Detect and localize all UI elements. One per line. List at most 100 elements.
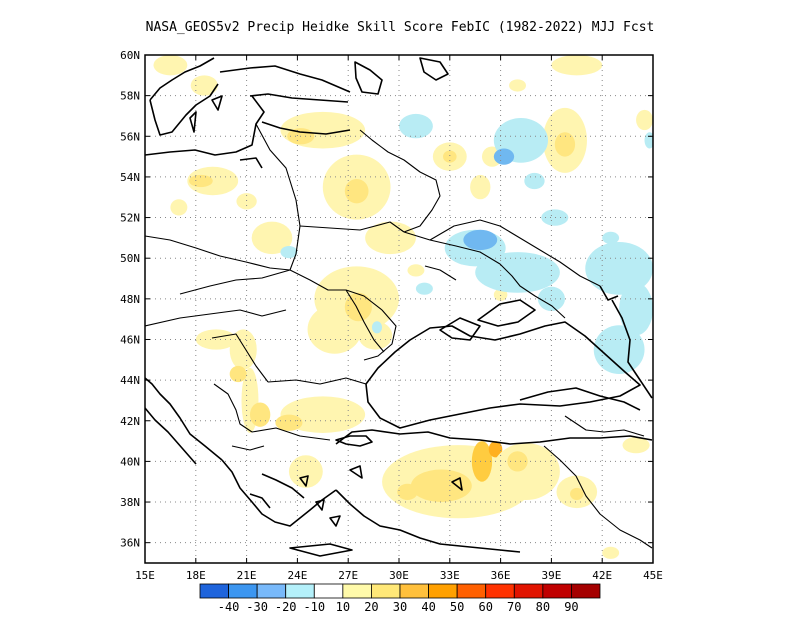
colorbar-label: -40 [218, 600, 240, 614]
y-tick-label: 56N [120, 130, 140, 143]
y-tick-label: 60N [120, 49, 140, 62]
colorbar-label: 40 [421, 600, 435, 614]
x-tick-label: 36E [491, 569, 511, 582]
colorbar-label: 80 [536, 600, 550, 614]
colorbar-label: -10 [303, 600, 325, 614]
skill-score-patch [443, 150, 457, 163]
skill-score-patch [509, 79, 526, 92]
skill-score-patch [470, 174, 491, 200]
skill-score-patch [229, 365, 247, 383]
skill-score-patch [524, 172, 545, 190]
colorbar-swatch [228, 583, 258, 599]
skill-score-patch [602, 231, 620, 244]
skill-score-patch [251, 221, 293, 255]
skill-score-patch [371, 321, 383, 334]
colorbar-swatch [456, 583, 487, 599]
skill-score-patch [275, 414, 303, 431]
x-tick-label: 39E [541, 569, 561, 582]
colorbar-label: 90 [564, 600, 578, 614]
colorbar-swatch [513, 583, 544, 599]
x-tick-label: 24E [287, 569, 307, 582]
colorbar-label: 10 [336, 600, 350, 614]
skill-score-patch [554, 132, 576, 157]
skill-score-patch [358, 321, 393, 350]
skill-score-patch [397, 483, 418, 501]
y-tick-label: 52N [120, 212, 140, 225]
skill-score-patch [475, 252, 560, 293]
colorbar-label: 20 [364, 600, 378, 614]
skill-score-patch [195, 329, 237, 350]
colorbar-label: -20 [275, 600, 297, 614]
skill-score-patch [593, 325, 645, 375]
y-tick-label: 38N [120, 496, 140, 509]
skill-score-patch [636, 109, 653, 131]
skill-score-patch [190, 75, 218, 96]
colorbar-swatch [313, 583, 344, 599]
y-tick-label: 36N [120, 537, 140, 550]
colorbar-label: 60 [478, 600, 492, 614]
colorbar-swatch [571, 583, 601, 599]
skill-score-patch [463, 229, 498, 251]
skill-score-patch [344, 178, 369, 204]
colorbar-swatch [285, 583, 315, 599]
colorbar-label: 50 [450, 600, 464, 614]
skill-score-patch [537, 286, 565, 312]
x-tick-label: 33E [440, 569, 460, 582]
y-tick-label: 46N [120, 333, 140, 346]
skill-score-patch [410, 469, 472, 503]
colorbar: -40 -30 -20 -10 10 20 30 40 50 60 70 80 90 [199, 583, 601, 614]
colorbar-swatch [542, 583, 572, 599]
skill-score-patch [170, 199, 188, 216]
colorbar-swatch [342, 583, 372, 599]
skill-score-field [153, 55, 653, 559]
x-tick-label: 30E [389, 569, 409, 582]
skill-score-patch [399, 113, 433, 139]
skill-score-patch [570, 487, 584, 501]
skill-score-patch [471, 441, 493, 482]
y-tick-label: 58N [120, 90, 140, 103]
skill-score-patch [189, 174, 213, 188]
skill-score-patch [493, 148, 515, 165]
skill-score-patch [619, 282, 653, 336]
colorbar-swatch [371, 583, 401, 599]
skill-score-patch [493, 288, 508, 301]
y-tick-label: 40N [120, 455, 140, 468]
y-tick-label: 42N [120, 415, 140, 428]
y-tick-label: 48N [120, 293, 140, 306]
colorbar-swatch [199, 583, 229, 599]
skill-score-patch [415, 282, 433, 295]
x-tick-label: 27E [338, 569, 358, 582]
colorbar-swatch [256, 583, 287, 599]
colorbar-swatch [428, 583, 458, 599]
skill-score-patch [229, 329, 257, 370]
skill-score-patch [551, 55, 603, 76]
skill-score-patch [344, 292, 372, 322]
skill-score-patch [365, 221, 416, 255]
y-tick-label: 44N [120, 374, 140, 387]
skill-score-patch [507, 451, 528, 472]
x-tick-label: 42E [592, 569, 612, 582]
map-title: NASA_GEOS5v2 Precip Heidke Skill Score F… [145, 20, 655, 35]
skill-score-patch [622, 437, 650, 454]
colorbar-swatch [485, 583, 515, 599]
colorbar-swatch [399, 583, 429, 599]
skill-score-patch [280, 246, 298, 259]
x-tick-label: 18E [186, 569, 206, 582]
y-tick-label: 54N [120, 171, 140, 184]
skill-score-patch [307, 304, 362, 354]
skill-score-patch [153, 55, 188, 76]
skill-score-patch [407, 264, 425, 277]
x-tick-label: 45E [643, 569, 663, 582]
y-tick-label: 50N [120, 252, 140, 265]
skill-score-patch [488, 441, 503, 458]
x-tick-label: 21E [237, 569, 257, 582]
colorbar-label: 70 [507, 600, 521, 614]
skill-score-patch [541, 209, 569, 226]
axis-ticks: 15E 18E 21E 24E 27E 30E 33E 36E 39E 42E 45E 36N 38N 4… [120, 49, 663, 582]
skill-score-patch [288, 455, 323, 488]
x-tick-label: 15E [135, 569, 155, 582]
colorbar-label: -30 [246, 600, 268, 614]
skill-score-patch [602, 546, 620, 559]
skill-score-patch [236, 193, 257, 210]
